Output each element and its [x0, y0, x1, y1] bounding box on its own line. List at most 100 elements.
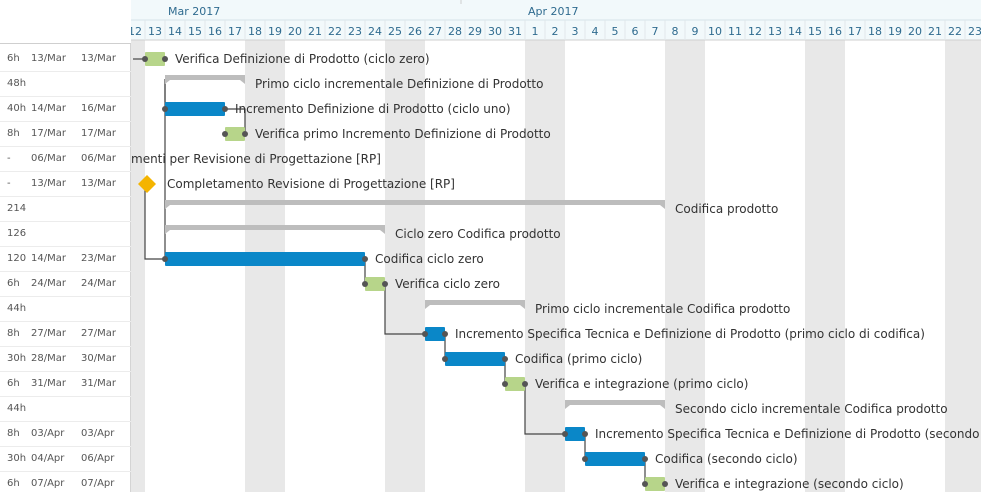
- summary-bar[interactable]: [165, 75, 245, 80]
- start-date-cell: 31/Mar: [31, 378, 66, 389]
- day-label: 7: [652, 25, 659, 38]
- check-bar[interactable]: [505, 377, 525, 391]
- link-handle-start[interactable]: [582, 456, 588, 462]
- summary-cap-start: [165, 230, 170, 234]
- summary-cap-start: [425, 305, 430, 309]
- summary-cap-start: [165, 205, 170, 209]
- task-bar[interactable]: [165, 252, 365, 266]
- link-handle-start[interactable]: [502, 381, 508, 387]
- link-handle-start[interactable]: [222, 131, 228, 137]
- task-row[interactable]: 8h 03/Apr 03/Apr: [0, 422, 131, 447]
- task-row[interactable]: 8h 17/Mar 17/Mar: [0, 122, 131, 147]
- day-label: 27: [428, 25, 442, 38]
- check-bar[interactable]: [225, 127, 245, 141]
- link-handle-end[interactable]: [642, 456, 648, 462]
- summary-bar[interactable]: [425, 300, 525, 305]
- day-label: 5: [612, 25, 619, 38]
- task-label: menti per Revisione di Progettazione [RP…: [131, 152, 381, 166]
- summary-bar[interactable]: [165, 200, 665, 205]
- summary-bar[interactable]: [165, 225, 385, 230]
- day-label: 14: [168, 25, 182, 38]
- start-date-cell: 13/Mar: [31, 53, 66, 64]
- link-handle-end[interactable]: [382, 281, 388, 287]
- link-handle-start[interactable]: [162, 256, 168, 262]
- link-handle-end[interactable]: [442, 331, 448, 337]
- link-handle-end[interactable]: [222, 106, 228, 112]
- task-bar[interactable]: [445, 352, 505, 366]
- summary-cap-start: [165, 80, 170, 84]
- duration-cell: 30h: [7, 453, 27, 464]
- duration-cell: 8h: [7, 328, 20, 339]
- duration-cell: 48h: [7, 78, 27, 89]
- link-handle-end[interactable]: [662, 481, 668, 487]
- summary-bar[interactable]: [565, 400, 665, 405]
- end-date-cell: 17/Mar: [81, 128, 116, 139]
- task-row[interactable]: 40h 14/Mar 16/Mar: [0, 97, 131, 122]
- task-bar[interactable]: [585, 452, 645, 466]
- task-row[interactable]: 214: [0, 197, 131, 222]
- link-handle-start[interactable]: [422, 331, 428, 337]
- task-row[interactable]: 44h: [0, 297, 131, 322]
- check-bar[interactable]: [365, 277, 385, 291]
- task-row[interactable]: 120 14/Mar 23/Mar: [0, 247, 131, 272]
- duration-cell: 6h: [7, 278, 20, 289]
- task-row[interactable]: 30h 28/Mar 30/Mar: [0, 347, 131, 372]
- task-row[interactable]: 126: [0, 222, 131, 247]
- task-bar[interactable]: [565, 427, 585, 441]
- task-label: Verifica e integrazione (secondo ciclo): [675, 477, 904, 491]
- start-date-cell: 27/Mar: [31, 328, 66, 339]
- link-handle-end[interactable]: [522, 381, 528, 387]
- task-label: Codifica (primo ciclo): [515, 352, 642, 366]
- day-label: 10: [708, 25, 722, 38]
- link-handle-end[interactable]: [242, 131, 248, 137]
- check-bar[interactable]: [645, 477, 665, 491]
- task-label: Verifica ciclo zero: [395, 277, 500, 291]
- task-label: Ciclo zero Codifica prodotto: [395, 227, 561, 241]
- task-row[interactable]: 8h 27/Mar 27/Mar: [0, 322, 131, 347]
- day-label: 20: [908, 25, 922, 38]
- check-bar[interactable]: [145, 52, 165, 66]
- task-row[interactable]: 30h 04/Apr 06/Apr: [0, 447, 131, 472]
- task-row[interactable]: 6h 24/Mar 24/Mar: [0, 272, 131, 297]
- link-handle-start[interactable]: [442, 356, 448, 362]
- task-label: Completamento Revisione di Progettazione…: [167, 177, 455, 191]
- task-row[interactable]: 6h 07/Apr 07/Apr: [0, 472, 131, 492]
- task-row[interactable]: 44h: [0, 397, 131, 422]
- gantt-chart[interactable]: Mar 2017 Apr 2017 12 13 14 15 16 17 18 19 20 21 22 23…: [131, 0, 981, 492]
- day-label: 11: [728, 25, 742, 38]
- task-bar[interactable]: [165, 102, 225, 116]
- task-label: Verifica primo Incremento Definizione di…: [255, 127, 551, 141]
- link-handle-end[interactable]: [582, 431, 588, 437]
- month-label: Apr 2017: [528, 5, 579, 18]
- link-handle-end[interactable]: [502, 356, 508, 362]
- duration-cell: 30h: [7, 353, 27, 364]
- link-handle-end[interactable]: [162, 56, 168, 62]
- task-row[interactable]: 6h 13/Mar 13/Mar: [0, 47, 131, 72]
- task-row[interactable]: 6h 31/Mar 31/Mar: [0, 372, 131, 397]
- link-handle-start[interactable]: [362, 281, 368, 287]
- day-label: 20: [288, 25, 302, 38]
- day-label: 15: [808, 25, 822, 38]
- milestone-diamond[interactable]: [138, 175, 156, 193]
- day-label: 21: [308, 25, 322, 38]
- link-handle-start[interactable]: [142, 56, 148, 62]
- end-date-cell: 06/Apr: [81, 453, 115, 464]
- link-handle-start[interactable]: [162, 106, 168, 112]
- day-label: 6: [632, 25, 639, 38]
- weekend-column: [265, 0, 285, 492]
- task-label: Incremento Specifica Tecnica e Definizio…: [595, 427, 979, 441]
- task-row[interactable]: 48h: [0, 72, 131, 97]
- duration-cell: 44h: [7, 403, 27, 414]
- end-date-cell: 06/Mar: [81, 153, 116, 164]
- task-bar[interactable]: [425, 327, 445, 341]
- task-row[interactable]: - 06/Mar 06/Mar: [0, 147, 131, 172]
- link-handle-start[interactable]: [642, 481, 648, 487]
- weekend-column: [131, 0, 145, 492]
- link-handle-end[interactable]: [362, 256, 368, 262]
- summary-cap-end: [380, 230, 385, 234]
- day-label: 1: [532, 25, 539, 38]
- link-handle-start[interactable]: [562, 431, 568, 437]
- task-row[interactable]: - 13/Mar 13/Mar: [0, 172, 131, 197]
- day-label: 13: [148, 25, 162, 38]
